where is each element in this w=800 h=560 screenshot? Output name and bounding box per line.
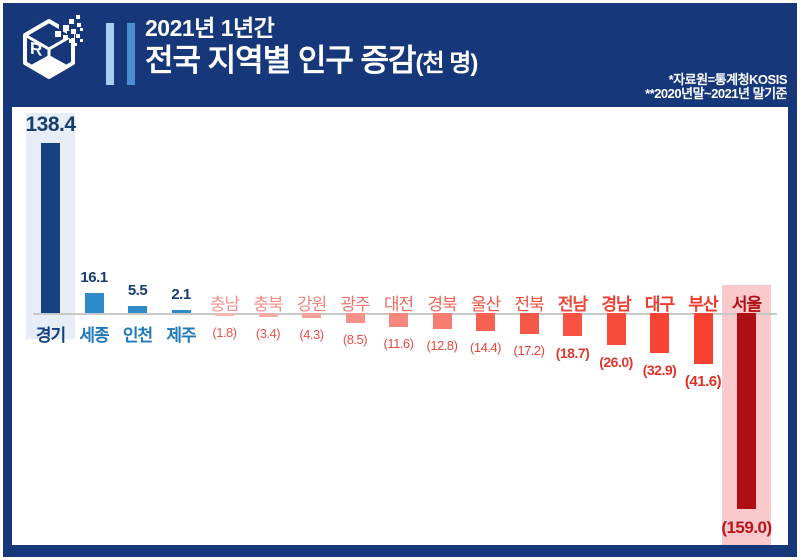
bar-gwangju [345,313,365,324]
category-label-ulsan: 울산 [470,295,501,314]
category-label-daejeon: 대전 [383,295,414,314]
value-label-gangwon: (4.3) [299,327,324,343]
bar-jeonbuk [519,313,539,335]
category-label-jeonbuk: 전북 [514,295,544,314]
value-label-jeonbuk: (17.2) [513,343,545,359]
category-label-gyeongnam: 경남 [601,295,631,314]
category-label-gangwon: 강원 [296,295,327,314]
bar-jeonnam [563,313,582,336]
value-label-sejong: 16.1 [80,269,108,287]
bar-daegu [650,313,669,354]
value-label-daejeon: (11.6) [383,336,415,352]
category-label-daegu: 대구 [644,295,675,314]
category-label-gyeonggi: 경기 [35,326,66,345]
category-label-gyeongbuk: 경북 [427,295,457,314]
header: R 2021년 1년간 전국 지역별 인구 증감(천 명) *자료원=통계 [3,3,797,107]
page-title-text: 전국 지역별 인구 증감 [145,42,417,78]
accent-bar-light [106,23,114,85]
accent-bar-medium [127,23,136,85]
value-label-gwangju: (8.5) [342,332,368,348]
title-block: 2021년 1년간 전국 지역별 인구 증감(천 명) [145,14,479,79]
category-label-gwangju: 광주 [340,295,370,314]
bar-gyeongbuk [432,313,452,329]
value-label-chungbuk: (3.4) [255,326,281,342]
category-label-chungnam: 충남 [209,295,240,314]
category-label-jeonnam: 전남 [557,295,588,314]
value-label-chungnam: (1.8) [212,325,237,340]
category-label-incheon: 인천 [122,326,153,345]
page-title: 전국 지역별 인구 증감(천 명) [145,42,479,79]
value-label-seoul: (159.0) [721,517,772,537]
bar-ulsan [476,313,495,331]
value-label-gyeongbuk: (12.8) [426,337,458,353]
source-line-2: **2020년말~2021년 말기준 [645,86,787,102]
title-accent-bars [106,23,144,85]
bar-busan [693,313,713,365]
title-period: 2021년 1년간 [145,15,275,41]
bar-sejong [84,293,104,313]
category-label-seoul: 서울 [731,295,762,314]
value-label-jeonnam: (18.7) [555,345,590,361]
value-label-ulsan: (14.4) [470,339,501,355]
bar-seoul [737,313,756,509]
value-label-busan: (41.6) [684,373,722,391]
value-label-gyeonggi: 138.4 [25,112,76,136]
svg-text:R: R [30,38,43,61]
bar-incheon [128,306,147,313]
bar-chungbuk [258,313,278,318]
category-label-chungbuk: 충북 [253,295,283,314]
r-cube-pixel-logo: R [23,15,83,79]
source-line-1: *자료원=통계청KOSIS [668,71,788,87]
bar-jeju [171,310,191,313]
category-label-jeju: 제주 [166,326,196,345]
value-label-incheon: 5.5 [127,282,148,300]
population-change-bar-chart: 경기 138.4 세종 16.1 인천 5.5 제주 2.1 충남 (1.8) 충북 (3.4) 강원 (… [11,107,789,545]
value-label-daegu: (32.9) [642,362,677,379]
bar-daejeon [389,313,408,328]
value-label-jeju: 2.1 [171,286,191,303]
title-unit: (천 명) [415,49,479,77]
bar-gyeongnam [606,313,626,345]
bar-gangwon [302,313,321,319]
category-label-sejong: 세종 [79,326,109,345]
bar-gyeonggi [41,142,60,313]
value-label-gyeongnam: (26.0) [599,353,633,370]
source-note: *자료원=통계청KOSIS **2020년말~2021년 말기준 [645,71,788,102]
bar-chungnam [215,313,234,316]
category-label-busan: 부산 [688,295,718,314]
